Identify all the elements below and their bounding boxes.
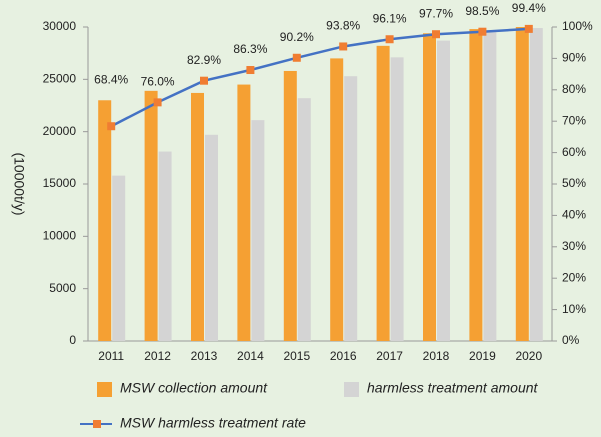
bar (112, 175, 126, 341)
y-tick-label: 25000 (43, 72, 77, 86)
y-tick-label: 20000 (43, 124, 77, 138)
data-label: 68.4% (94, 72, 128, 86)
legend-swatch (97, 382, 112, 397)
legend-marker (93, 420, 101, 428)
legend-label: MSW harmless treatment rate (120, 415, 306, 431)
bar (437, 40, 450, 342)
bar (191, 92, 204, 341)
x-tick-label: 2014 (237, 349, 264, 363)
x-tick-label: 2019 (469, 349, 496, 363)
y2-tick-label: 40% (562, 208, 586, 222)
marker (432, 30, 440, 39)
data-label: 93.8% (326, 19, 360, 33)
y2-tick-label: 20% (562, 270, 586, 284)
bar (205, 134, 218, 341)
bar (98, 100, 112, 342)
bar (144, 90, 158, 341)
y-tick-label: 5000 (49, 281, 76, 295)
x-tick-label: 2015 (283, 349, 310, 363)
marker (246, 66, 255, 75)
legend-label: MSW collection amount (120, 380, 268, 396)
y2-tick-label: 80% (562, 82, 586, 96)
y2-tick-label: 10% (562, 302, 586, 316)
bar (297, 98, 311, 341)
marker (292, 53, 301, 62)
y-tick-label: 0 (69, 333, 76, 347)
x-tick-label: 2016 (330, 349, 357, 363)
bar (529, 28, 543, 342)
y-tick-label: 15000 (43, 176, 77, 190)
bar (237, 84, 251, 342)
legend-swatch (344, 382, 359, 397)
data-label: 90.2% (280, 30, 314, 44)
y2-tick-label: 50% (562, 176, 586, 190)
x-tick-label: 2011 (98, 349, 124, 363)
y-tick-label: 10000 (43, 229, 77, 243)
bar (376, 45, 390, 342)
marker (107, 122, 116, 131)
bar (390, 57, 404, 341)
data-label: 98.5% (465, 4, 499, 18)
marker (478, 27, 487, 36)
legend-label: harmless treatment amount (367, 380, 539, 396)
y2-tick-label: 100% (562, 19, 593, 33)
line (110, 27, 529, 128)
bar (423, 33, 436, 341)
x-tick-label: 2013 (191, 349, 218, 363)
y2-tick-label: 60% (562, 145, 586, 159)
bar (251, 120, 265, 341)
bar (344, 76, 358, 342)
data-label: 96.1% (373, 11, 407, 25)
marker (385, 35, 394, 44)
x-tick-label: 2012 (144, 349, 171, 363)
data-label: 82.9% (187, 53, 221, 67)
y2-tick-label: 30% (562, 239, 586, 253)
bar (330, 58, 344, 342)
data-label: 99.4% (512, 1, 546, 15)
x-tick-label: 2020 (515, 349, 542, 363)
bar (515, 27, 529, 341)
data-label: 97.7% (419, 6, 453, 20)
bar (483, 32, 497, 341)
y-tick-label: 30000 (43, 19, 77, 33)
marker (153, 98, 162, 107)
y-axis-label: (10000t/y) (11, 152, 27, 215)
data-label: 76.0% (141, 75, 175, 89)
data-label: 86.3% (233, 42, 267, 56)
x-tick-label: 2018 (423, 349, 450, 363)
x-tick-label: 2017 (376, 349, 403, 363)
marker (200, 76, 208, 85)
y2-tick-label: 90% (562, 51, 586, 65)
y2-tick-label: 70% (562, 113, 586, 127)
bar (158, 151, 172, 341)
marker (524, 24, 533, 33)
bar (283, 70, 297, 342)
bar (469, 29, 483, 342)
y2-tick-label: 0% (562, 333, 580, 347)
marker (339, 42, 348, 51)
